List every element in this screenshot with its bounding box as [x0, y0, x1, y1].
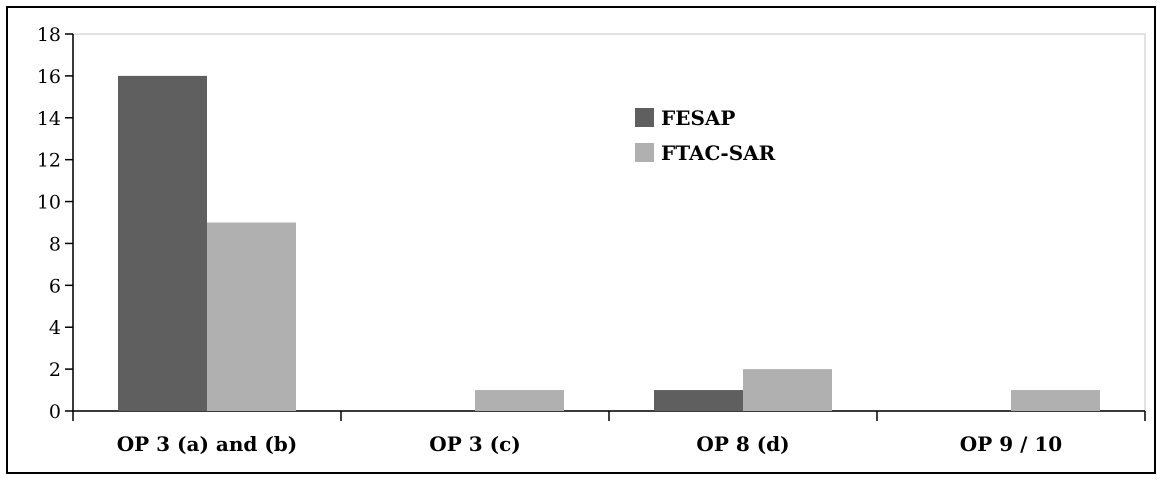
x-category-label: OP 9 / 10 — [960, 432, 1062, 456]
legend: FESAP FTAC-SAR — [635, 106, 776, 165]
bar-fesap — [654, 390, 743, 411]
x-category-label: OP 3 (c) — [429, 432, 520, 456]
y-tick-label: 4 — [49, 317, 61, 339]
bar-ftac-sar — [207, 222, 296, 411]
legend-swatch-ftac-sar — [635, 143, 654, 162]
y-tick-label: 18 — [37, 24, 61, 46]
legend-label-ftac-sar: FTAC-SAR — [661, 141, 776, 165]
y-tick-label: 10 — [37, 192, 61, 214]
x-category-label: OP 8 (d) — [696, 432, 789, 456]
bars — [118, 75, 1100, 411]
y-tick-label: 8 — [49, 233, 61, 255]
x-axis: OP 3 (a) and (b) OP 3 (c) OP 8 (d) OP 9 / 1… — [72, 410, 1146, 456]
bar-ftac-sar — [1011, 390, 1100, 411]
y-axis: 0 2 4 6 8 10 12 14 16 18 — [37, 24, 74, 423]
y-tick-label: 14 — [37, 108, 61, 130]
y-tick-label: 2 — [49, 359, 61, 381]
y-tick-label: 6 — [49, 275, 61, 297]
y-tick-label: 12 — [37, 150, 61, 172]
bar-fesap — [118, 75, 207, 411]
y-tick-label: 16 — [37, 66, 61, 88]
legend-swatch-fesap — [635, 108, 654, 127]
bar-ftac-sar — [743, 369, 832, 411]
legend-label-fesap: FESAP — [661, 106, 735, 130]
x-category-label: OP 3 (a) and (b) — [117, 432, 298, 456]
y-tick-label: 0 — [49, 401, 61, 423]
bar-ftac-sar — [475, 390, 564, 411]
